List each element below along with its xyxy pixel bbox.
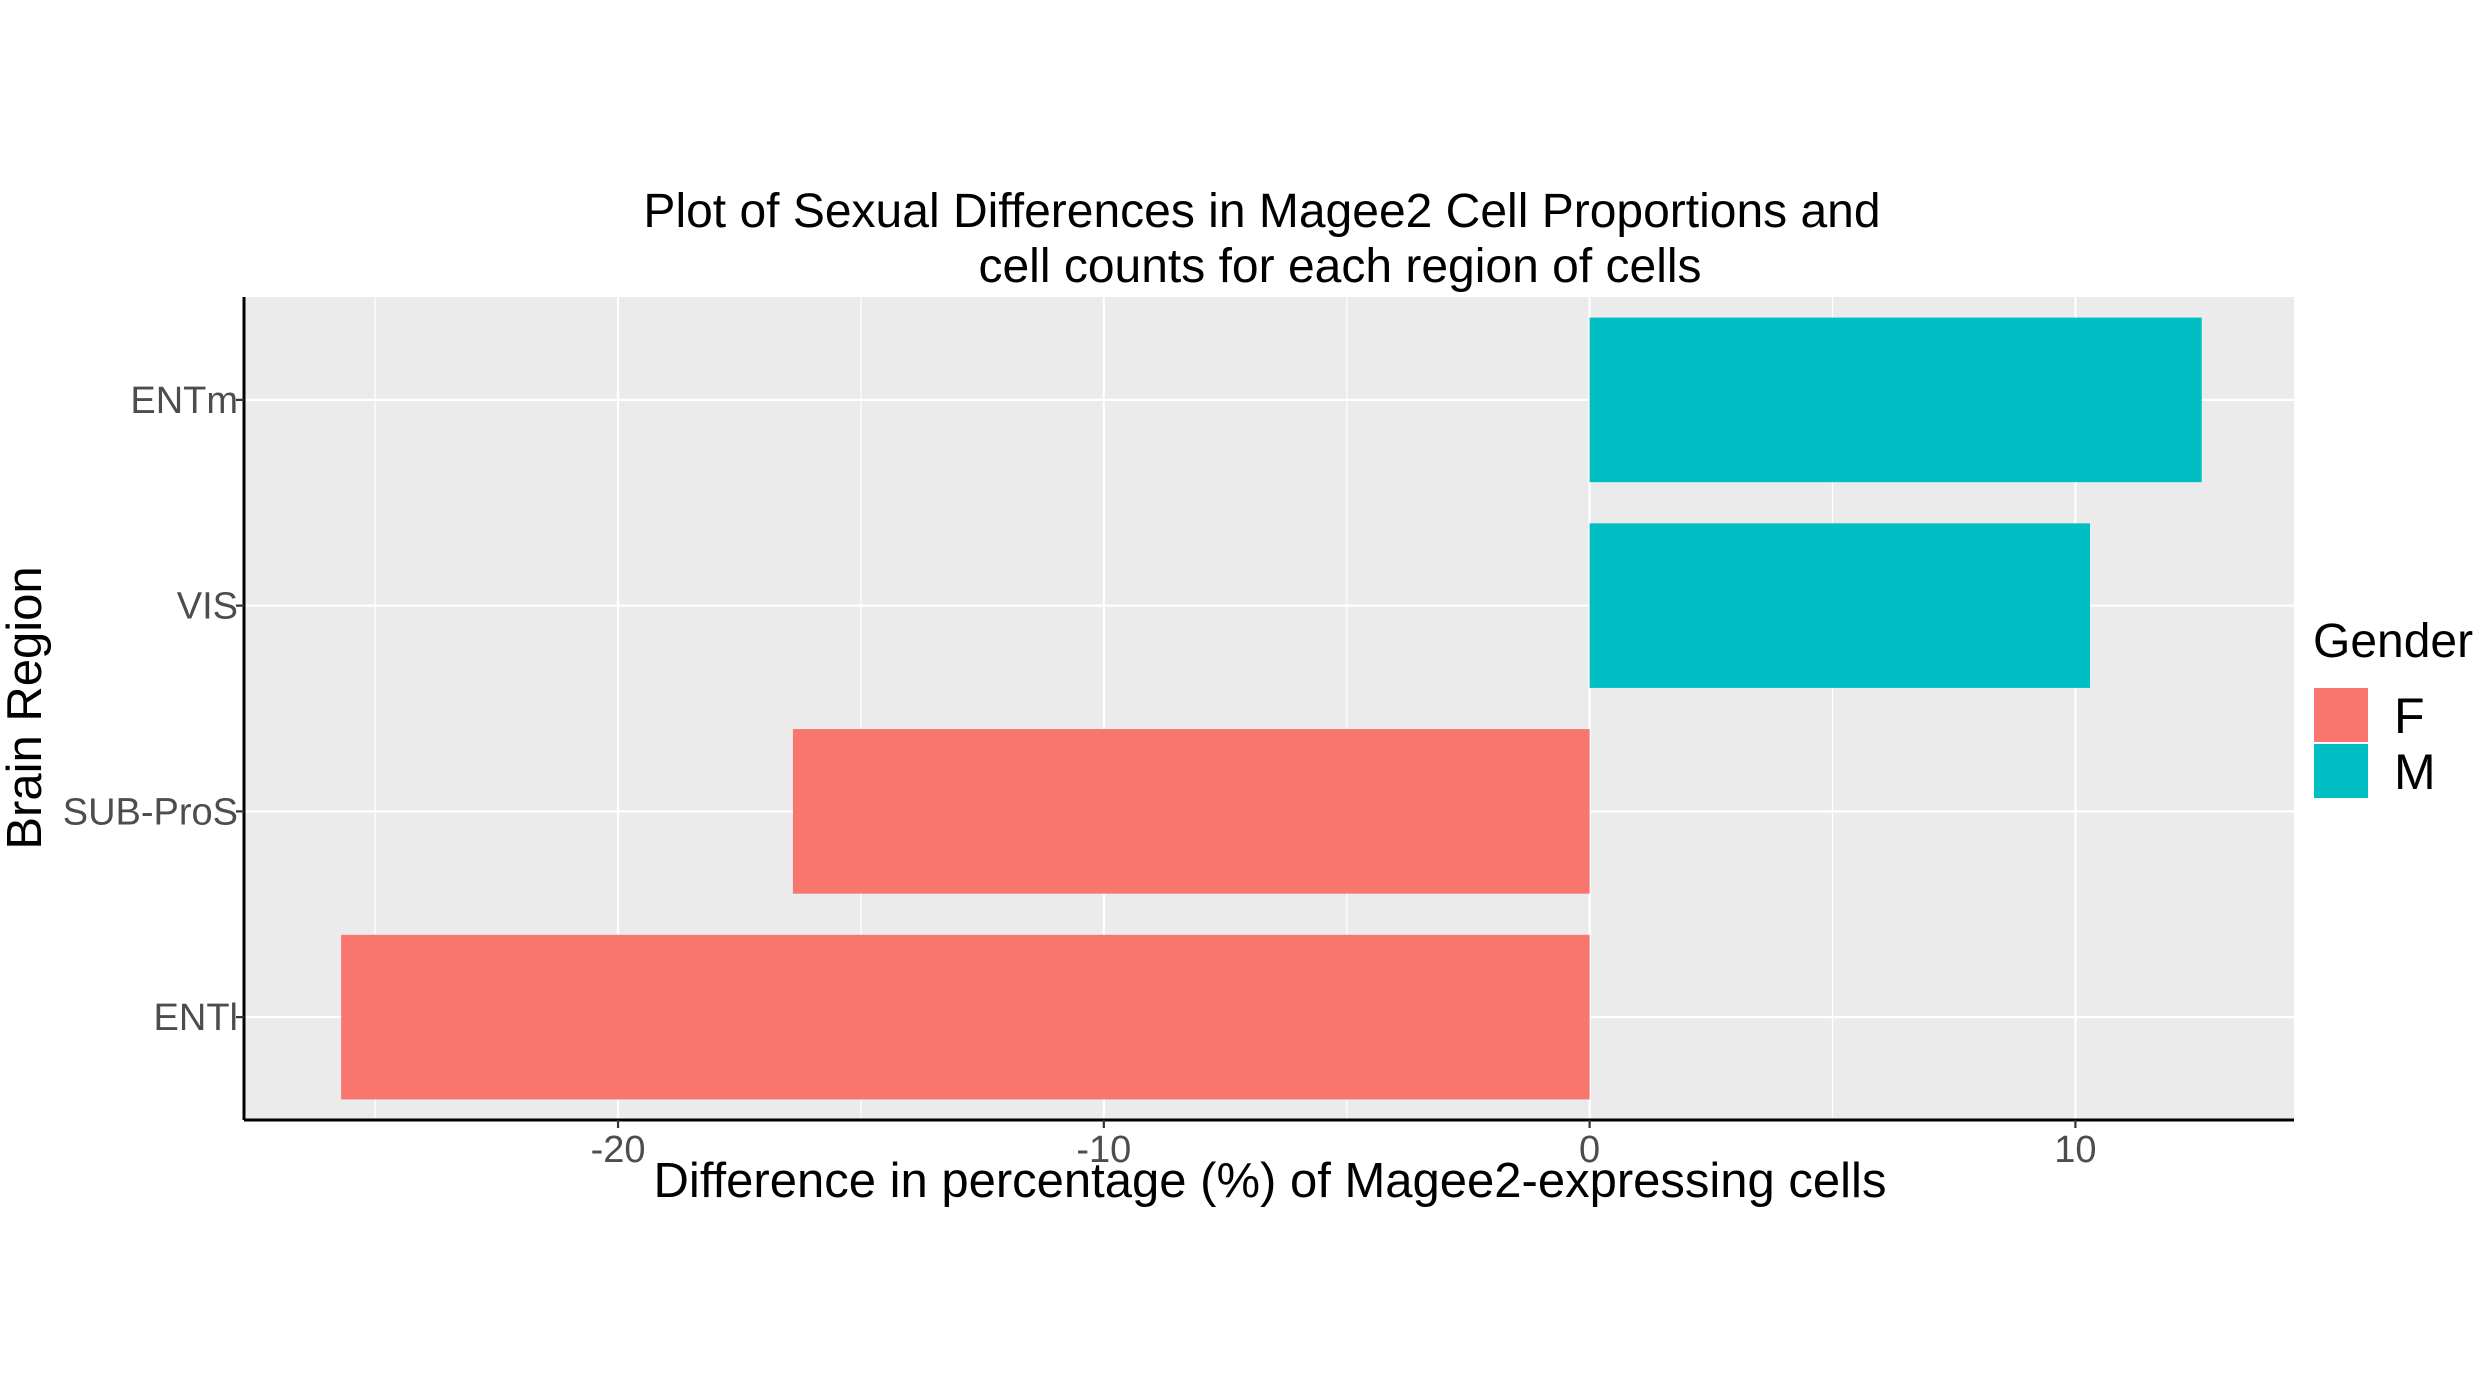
bar-sub-pros [792, 729, 1590, 894]
legend-label-F: F [2394, 688, 2425, 744]
y-ticks: ENTm VIS SUB-ProS ENTl [63, 380, 244, 1039]
legend-key-F [2314, 688, 2368, 742]
x-ticks: -20 -10 0 10 [591, 1120, 2097, 1171]
legend-label-M: M [2394, 744, 2436, 800]
y-tick-label: VIS [177, 586, 238, 628]
bar-vis [1589, 523, 2090, 688]
bar-entl [341, 934, 1590, 1100]
legend-title: Gender [2313, 615, 2473, 668]
x-axis-title: Difference in percentage (%) of Magee2-e… [654, 1154, 1887, 1208]
bar-entm [1589, 317, 2202, 483]
y-tick-label: SUB-ProS [63, 791, 238, 833]
chart-title-line-2: cell counts for each region of cells [978, 240, 1701, 293]
x-tick-label: -10 [1076, 1129, 1131, 1171]
y-tick-label: ENTm [130, 380, 238, 422]
x-tick-label: -20 [591, 1129, 646, 1171]
x-tick-label: 0 [1579, 1129, 1600, 1171]
legend-key-M [2314, 744, 2368, 798]
legend: Gender F M [2313, 615, 2473, 800]
x-tick-label: 10 [2054, 1129, 2096, 1171]
chart-title-line-1: Plot of Sexual Differences in Magee2 Cel… [643, 185, 1880, 238]
y-tick-label: ENTl [154, 997, 238, 1039]
bars [341, 317, 2202, 1100]
y-axis-title: Brain Region [0, 566, 52, 849]
